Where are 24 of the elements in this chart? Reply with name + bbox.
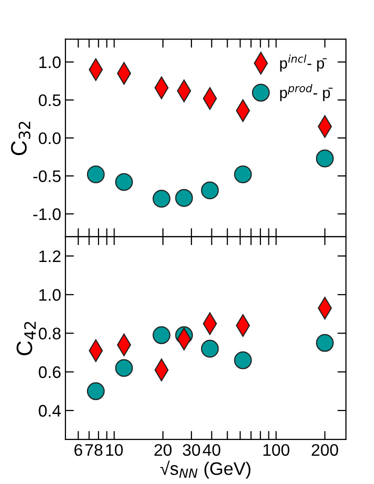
y-tick-label: 1.2 xyxy=(39,250,60,262)
y-tick-label: -1.0 xyxy=(33,208,61,220)
x-tick-label: 100 xyxy=(263,444,290,456)
legend-label: p$^{prod}$- p̄ xyxy=(280,84,333,102)
x-tick-label: 10 xyxy=(106,444,123,456)
x-tick-label: 20 xyxy=(154,444,172,456)
legend-label: p$^{incl}$- p̄ xyxy=(280,54,327,72)
y-tick-label: 0.6 xyxy=(38,366,61,378)
y-axis-title: C$_{32}$ xyxy=(11,122,30,156)
y-tick-label: -0.5 xyxy=(33,170,61,182)
y-tick-label: 0.0 xyxy=(38,132,61,144)
x-tick-label: 6 xyxy=(74,444,82,456)
y-tick-label: 0.4 xyxy=(38,404,61,417)
y-tick-label: 0.5 xyxy=(38,94,61,106)
x-tick-label: 7 xyxy=(85,444,93,456)
x-tick-label: 30 xyxy=(182,444,200,456)
x-tick-label: 200 xyxy=(312,444,338,456)
y-tick-label: 0.8 xyxy=(38,328,61,340)
y-axis-title: C$_{42}$ xyxy=(16,322,36,356)
x-axis-title: √s$_{NN}$ (GeV) xyxy=(160,460,250,479)
x-tick-label: 8 xyxy=(94,444,102,456)
y-tick-label: 1.0 xyxy=(39,56,61,68)
y-tick-label: 1.0 xyxy=(39,289,61,301)
x-tick-label: 40 xyxy=(202,444,220,456)
